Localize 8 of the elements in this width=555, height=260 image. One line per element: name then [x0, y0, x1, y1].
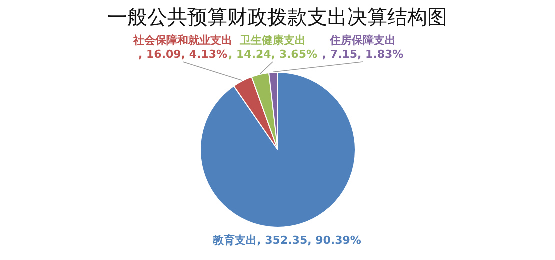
slice-label: 社会保障和就业支出	[132, 34, 232, 47]
chart-title: 一般公共预算财政拨款支出决算结构图	[106, 6, 448, 31]
slice-label: 住房保障支出	[329, 34, 396, 47]
data-label: , 14.24, 3.65%	[228, 48, 318, 61]
data-label: , 7.15, 1.83%	[322, 48, 404, 61]
slice-label: 教育支出, 352.35, 90.39%	[212, 234, 362, 247]
slice-label: 卫生健康支出	[239, 34, 306, 47]
data-label: , 16.09, 4.13%	[138, 48, 228, 61]
